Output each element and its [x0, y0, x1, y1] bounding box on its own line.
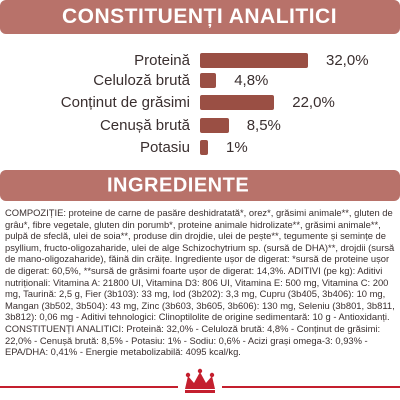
analytical-row-bar	[200, 118, 229, 133]
analytical-row-value: 22,0%	[292, 94, 335, 111]
analytical-row: Potasiu 1%	[0, 137, 400, 159]
analytical-row-label: Cenușă brută	[99, 117, 190, 134]
analytical-row: Cenușă brută 8,5%	[0, 115, 400, 137]
analytical-row-bar	[200, 53, 308, 68]
footer-divider-left	[0, 386, 178, 388]
analytical-row-bar	[200, 140, 208, 155]
ingredients-banner: INGREDIENTE	[0, 170, 400, 201]
analytical-row-bar	[200, 95, 275, 110]
analytical-row-value: 4,8%	[234, 72, 269, 89]
royal-canin-crown-icon	[185, 368, 215, 393]
analytical-row: Proteină 32,0%	[0, 50, 400, 72]
analytical-row: Celuloză brută 4,8%	[0, 70, 400, 92]
analytical-row-label: Celuloză brută	[93, 72, 190, 89]
ingredients-title: INGREDIENTE	[107, 174, 250, 196]
analytical-row-label: Potasiu	[139, 139, 190, 156]
analytical-title: CONSTITUENȚI ANALITICI	[62, 5, 338, 28]
ingredients-text: COMPOZIȚIE: proteine de carne de pasăre …	[5, 207, 397, 358]
analytical-banner: CONSTITUENȚI ANALITICI	[0, 0, 400, 34]
analytical-row-label: Proteină	[134, 52, 190, 69]
analytical-row-value: 32,0%	[326, 52, 369, 69]
analytical-row-bar	[200, 73, 217, 88]
analytical-row-value: 1%	[226, 139, 248, 156]
ingredients-paragraph: COMPOZIȚIE: proteine de carne de pasăre …	[5, 207, 395, 358]
analytical-row-value: 8,5%	[246, 117, 281, 134]
analytical-row: Conținut de grăsimi 22,0%	[0, 92, 400, 114]
analytical-row-label: Conținut de grăsimi	[60, 94, 190, 111]
footer-divider-right	[222, 386, 400, 388]
